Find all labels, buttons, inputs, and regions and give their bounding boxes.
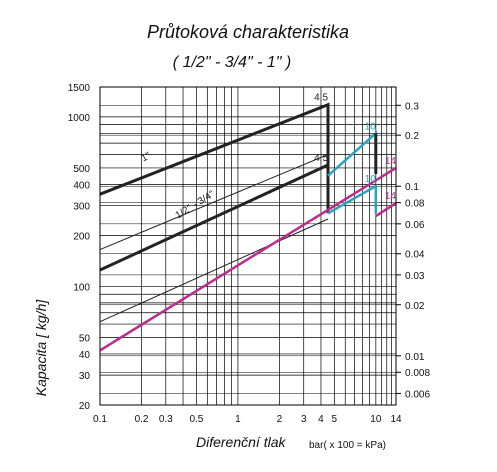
x-tick-label: 1 xyxy=(235,414,241,425)
annotation-label: 14 xyxy=(385,156,397,167)
y-tick-label: 1500 xyxy=(68,83,91,94)
y-axis-ticks: 20 30 40 50 100 200 300 400 500 1000 1500 xyxy=(68,83,91,412)
x-tick-label: 2 xyxy=(277,414,283,425)
x-tick-label: 4 xyxy=(318,414,324,425)
grid xyxy=(100,87,396,405)
plot-frame xyxy=(99,86,397,406)
y2-tick-label: 0.04 xyxy=(405,250,425,261)
y-tick-label: 300 xyxy=(73,202,90,213)
y2-tick-label: 0.008 xyxy=(405,368,430,379)
annotation-label: 10 xyxy=(365,174,377,185)
y-tick-label: 40 xyxy=(79,350,91,361)
y2-tick-label: 0.1 xyxy=(405,182,419,193)
y-tick-label: 30 xyxy=(79,371,91,382)
y2-tick-label: 0.006 xyxy=(405,389,430,400)
x-tick-label: 10 xyxy=(370,414,382,425)
x-tick-label: 3 xyxy=(301,414,307,425)
series-line-1 xyxy=(99,162,330,272)
annotation-label: 14 xyxy=(385,191,397,202)
y2-tick-label: 0.06 xyxy=(405,220,425,231)
series-line-0 xyxy=(99,102,330,196)
y2-tick-label: 0.01 xyxy=(405,352,425,363)
annotation-label: 4.5 xyxy=(314,93,328,104)
y2-tick-label: 0.03 xyxy=(405,271,425,282)
y-tick-label: 50 xyxy=(79,334,91,345)
y-tick-label: 1000 xyxy=(68,113,91,124)
y2-axis-ticks: 0.006 0.008 0.01 0.02 0.03 0.04 0.06 0.08 0.1 0.2… xyxy=(396,101,430,400)
x-tick-label: 14 xyxy=(390,414,402,425)
y-tick-label: 400 xyxy=(73,180,90,191)
x-tick-label: 5 xyxy=(332,414,338,425)
y2-tick-label: 0.02 xyxy=(405,301,425,312)
annotation-label: 4.5 xyxy=(314,153,328,164)
series-line-2 xyxy=(99,154,329,251)
chart-subtitle: ( 1/2" - 3/4" - 1" ) xyxy=(173,54,291,71)
y-tick-label: 100 xyxy=(73,282,90,293)
series-line-3 xyxy=(99,218,329,323)
series-line-8 xyxy=(375,202,397,218)
y2-tick-label: 0.08 xyxy=(405,199,425,210)
y-tick-label: 200 xyxy=(73,231,90,242)
x-tick-label: 0.1 xyxy=(93,414,107,425)
series-line-5 xyxy=(327,184,378,215)
x-tick-label: 0.5 xyxy=(189,414,203,425)
y-axis-title: Kapacita [ kg/h] xyxy=(33,299,49,397)
annotation-label: 1/2" - 3/4" xyxy=(174,189,217,222)
x-axis-unit: bar( x 100 = kPa) xyxy=(309,440,386,451)
y-tick-label: 20 xyxy=(79,401,91,412)
x-axis-title: Diferenční tlak xyxy=(196,434,286,450)
y2-tick-label: 0.2 xyxy=(405,131,419,142)
y2-tick-label: 0.3 xyxy=(405,101,419,112)
series-line-7 xyxy=(99,166,397,352)
series-lines xyxy=(99,102,397,352)
y-tick-label: 500 xyxy=(73,164,90,175)
x-axis-ticks: 0.1 0.2 0.3 0.5 1 2 3 4 5 10 14 xyxy=(93,414,402,425)
x-tick-label: 0.3 xyxy=(159,414,173,425)
annotation-label: 10 xyxy=(365,121,377,132)
x-tick-label: 0.2 xyxy=(135,414,149,425)
chart-title: Průtoková charakteristika xyxy=(147,22,349,42)
